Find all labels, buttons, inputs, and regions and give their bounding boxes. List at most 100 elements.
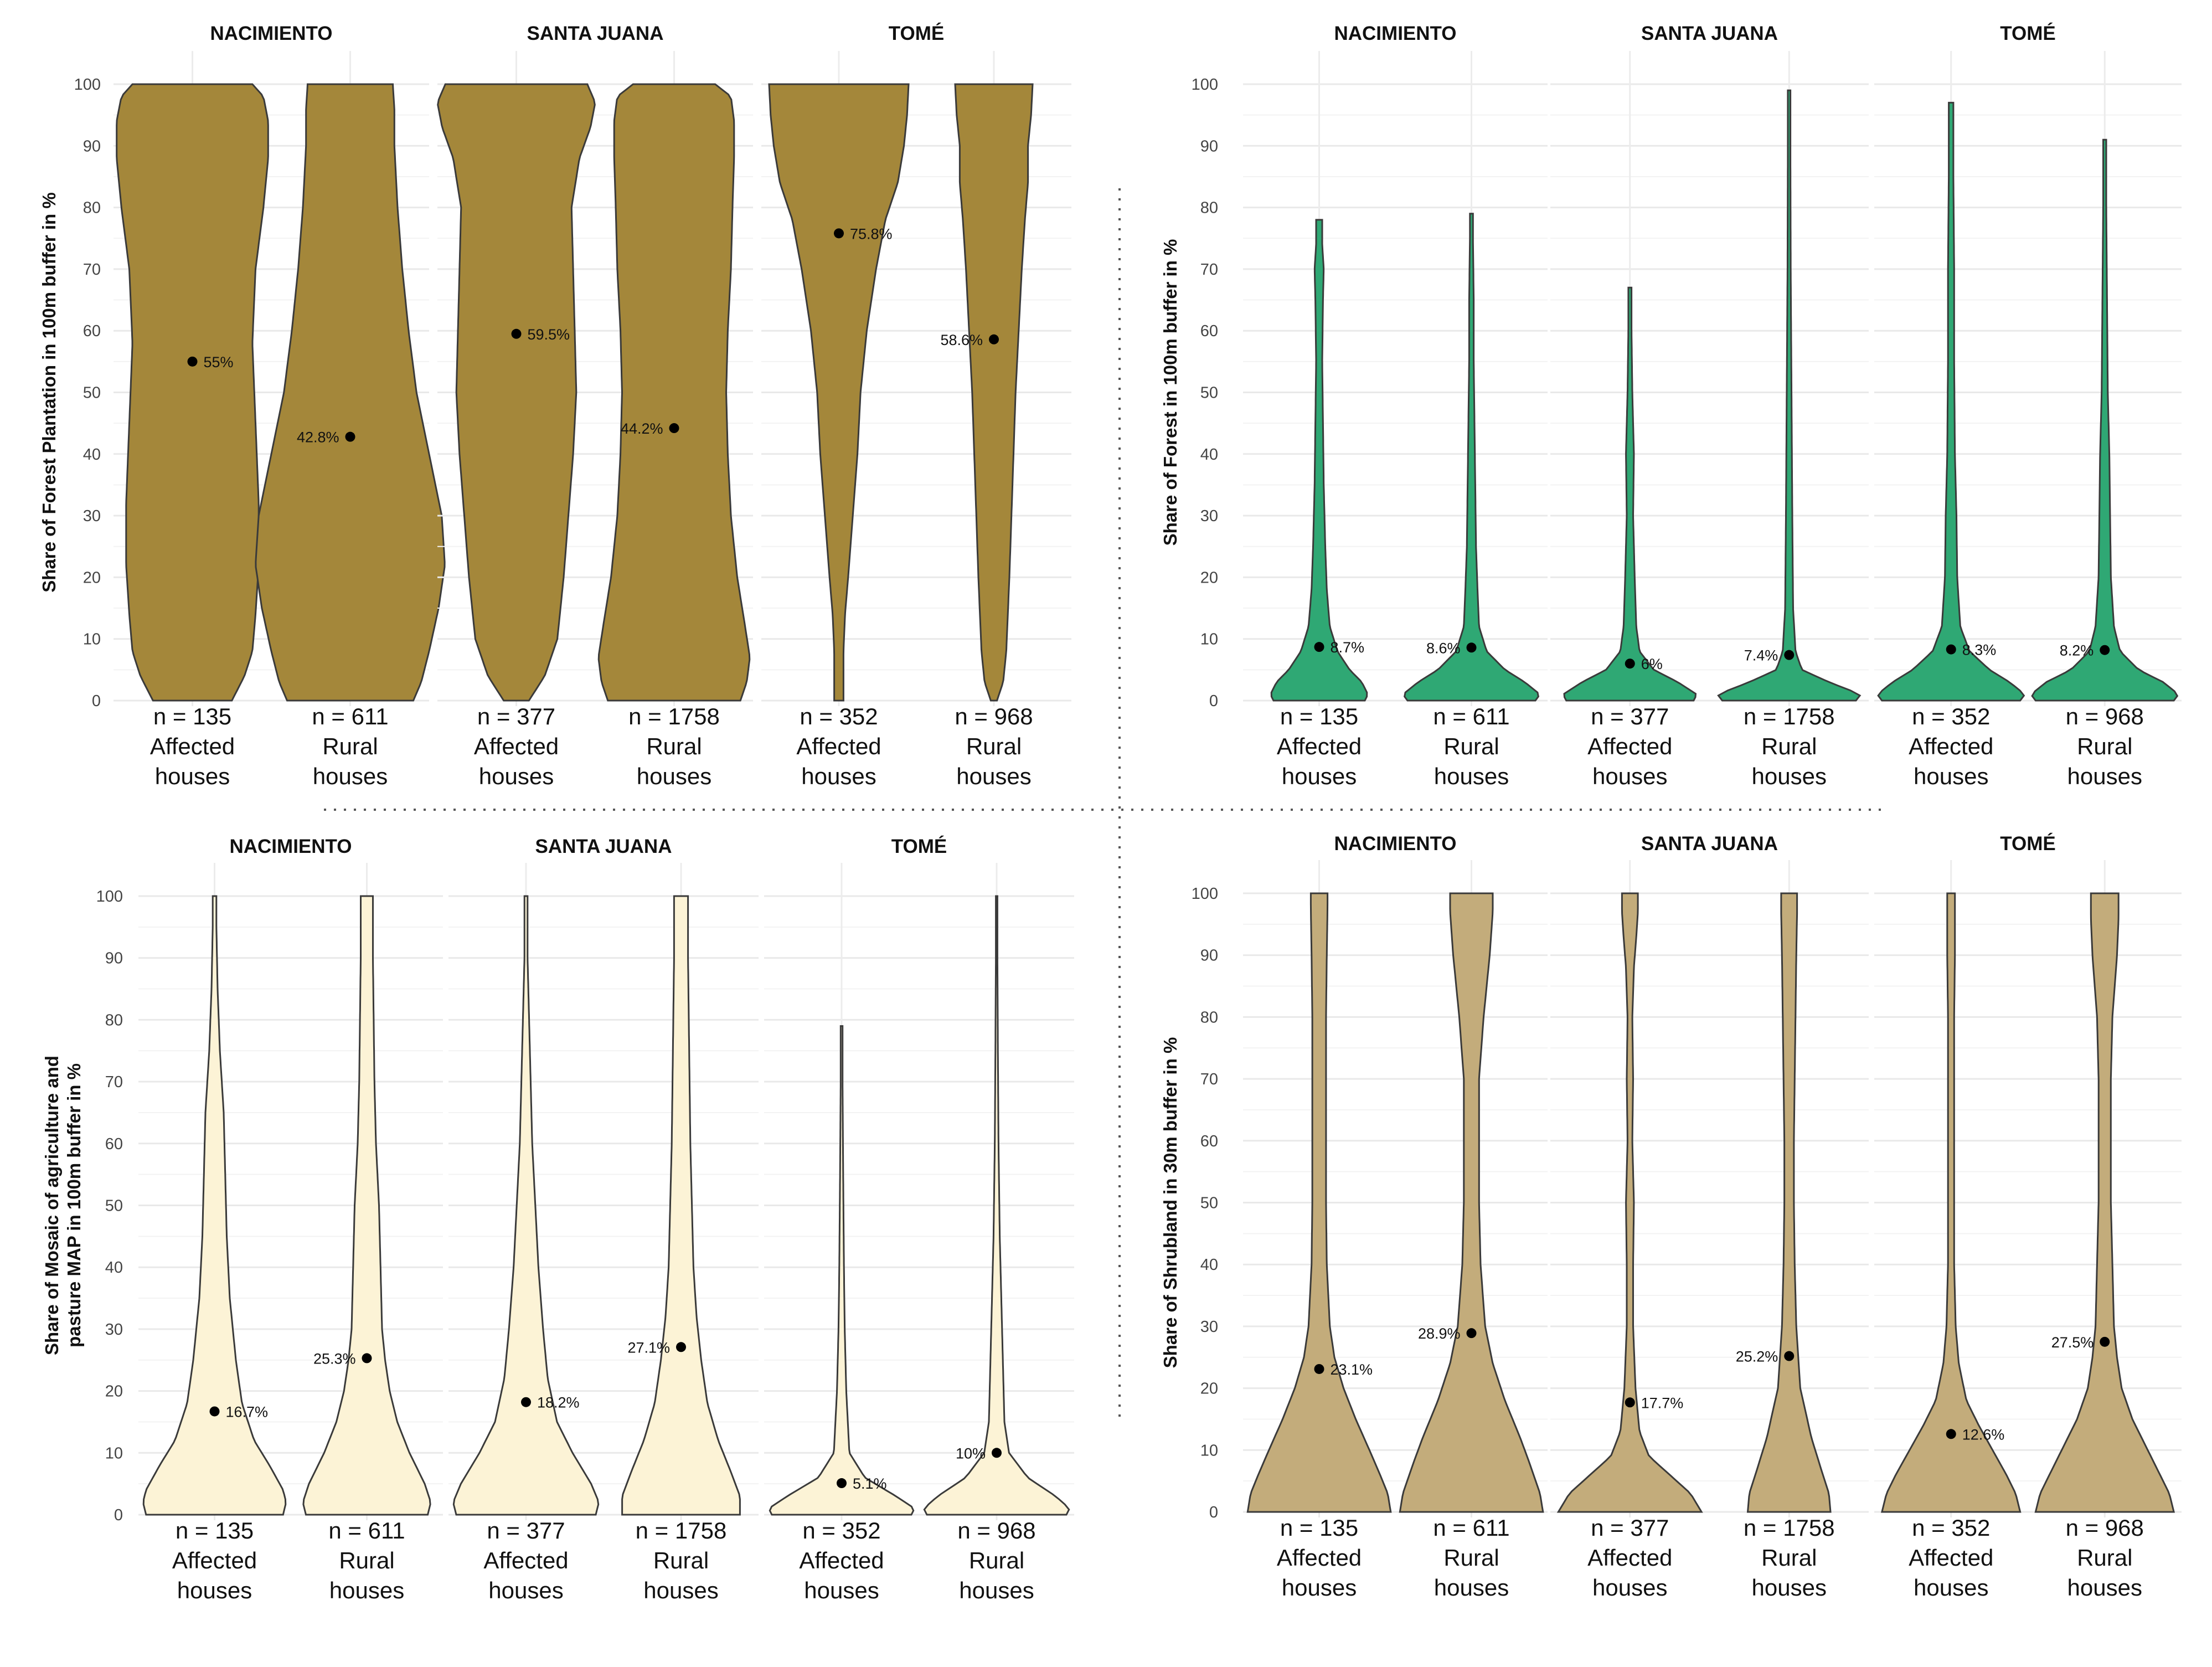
- y-tick-label: 40: [1200, 1256, 1218, 1274]
- facet-3: TOMÉ 5.1% n = 352 Affected houses 10% n = 968 R…: [764, 835, 1074, 1603]
- violin-affected: [437, 83, 596, 702]
- y-axis-label-line2: pasture MAP in 100m buffer in %: [64, 1063, 84, 1347]
- y-tick-label: 70: [105, 1073, 123, 1091]
- mean-label: 44.2%: [621, 420, 663, 437]
- mean-point: [362, 1353, 372, 1364]
- group-label-line1: Affected: [150, 733, 235, 759]
- group-label-line2: houses: [959, 1577, 1034, 1603]
- y-tick-label: 10: [1200, 1442, 1218, 1459]
- y-axis-label-line1: Share of Mosaic of agriculture and: [42, 1056, 62, 1355]
- y-tick-label: 50: [1200, 1195, 1218, 1212]
- mean-label: 16.7%: [226, 1403, 269, 1420]
- violin-affected: [769, 1025, 915, 1516]
- violin-rural: [1399, 892, 1544, 1513]
- mean-label: 23.1%: [1331, 1361, 1373, 1378]
- y-tick-label: 60: [105, 1135, 123, 1153]
- y-tick-label: 80: [1200, 1009, 1218, 1026]
- facet-3: TOMÉ 8.3% n = 352 Affected houses 8.2% n = 968…: [1874, 22, 2182, 789]
- group-label-line1: Affected: [1277, 1545, 1362, 1571]
- sample-size-label: n = 135: [176, 1517, 254, 1543]
- group-label-line2: houses: [1282, 763, 1357, 789]
- mean-point: [669, 423, 679, 434]
- group-label-line1: Rural: [653, 1547, 709, 1573]
- mean-label: 8.2%: [2060, 642, 2094, 659]
- group-label-line2: houses: [643, 1577, 718, 1603]
- mean-point: [1625, 1397, 1635, 1408]
- facet-1: NACIMIENTO 8.7% n = 135 Affected houses 8.6% n…: [1243, 23, 1548, 789]
- sample-size-label: n = 377: [1591, 703, 1669, 729]
- group-label-line2: houses: [177, 1577, 252, 1603]
- mean-point: [1784, 1351, 1795, 1361]
- mean-label: 55%: [204, 354, 234, 371]
- mean-point: [1784, 650, 1795, 660]
- mean-point: [834, 228, 844, 239]
- chart-panel-4: NACIMIENTO 23.1% n = 135 Affected houses 28.9…: [1160, 832, 2182, 1601]
- mean-label: 5.1%: [853, 1475, 887, 1492]
- y-tick-label: 90: [1200, 137, 1218, 155]
- y-tick-label: 0: [92, 692, 101, 710]
- y-axis-label: Share of Forest in 100m buffer in %: [1160, 239, 1180, 546]
- y-tick-label: 70: [83, 261, 101, 279]
- y-tick-label: 10: [83, 631, 101, 649]
- y-tick-label: 100: [1192, 885, 1218, 903]
- y-tick-label: 80: [105, 1011, 123, 1029]
- mean-label: 6%: [1641, 656, 1663, 672]
- violin-affected: [1270, 219, 1368, 702]
- violin-rural: [923, 895, 1070, 1516]
- y-tick-label: 100: [1192, 76, 1218, 94]
- group-label-line1: Affected: [796, 733, 881, 759]
- mean-point: [1946, 1429, 1956, 1439]
- sample-size-label: n = 1758: [1744, 703, 1835, 729]
- facet-title: TOMÉ: [891, 835, 947, 857]
- facet-2: SANTA JUANA 59.5% n = 377 Affected houses 44.…: [437, 23, 753, 789]
- violin-rural: [954, 83, 1034, 702]
- sample-size-label: n = 968: [2066, 1515, 2144, 1541]
- group-label-line2: houses: [2067, 1575, 2142, 1601]
- violin-rural: [1717, 89, 1862, 702]
- facet-title: NACIMIENTO: [210, 23, 332, 44]
- sample-size-label: n = 135: [153, 703, 231, 729]
- mean-label: 25.3%: [313, 1350, 356, 1367]
- sample-size-label: n = 352: [802, 1517, 880, 1543]
- group-label-line1: Rural: [2077, 733, 2132, 759]
- mean-point: [209, 1406, 220, 1417]
- group-label-line2: houses: [2067, 763, 2142, 789]
- group-label-line1: Rural: [1761, 1545, 1817, 1571]
- facet-title: NACIMIENTO: [1334, 23, 1456, 44]
- group-label-line2: houses: [1592, 1575, 1667, 1601]
- violin-affected: [116, 83, 269, 702]
- violin-rural: [621, 895, 741, 1516]
- y-tick-label: 20: [83, 569, 101, 586]
- y-axis-label: Share of Forest Plantation in 100m buffe…: [39, 192, 59, 592]
- y-tick-label: 10: [1200, 631, 1218, 649]
- violin-rural: [2034, 892, 2175, 1513]
- group-label-line2: houses: [155, 763, 230, 789]
- violin-rural: [2031, 138, 2179, 702]
- facet-title: TOMÉ: [2000, 832, 2055, 855]
- chart-panel-1: NACIMIENTO 55% n = 135 Affected houses 42.8% n…: [39, 22, 1071, 789]
- group-label-line2: houses: [1434, 763, 1509, 789]
- group-label-line1: Affected: [483, 1547, 568, 1573]
- group-label-line2: houses: [1752, 1575, 1827, 1601]
- y-tick-label: 70: [1200, 261, 1218, 279]
- chart-panel-2: NACIMIENTO 8.7% n = 135 Affected houses 8.6% n…: [1160, 22, 2182, 789]
- chart-panel-3: NACIMIENTO 16.7% n = 135 Affected houses 25.3…: [42, 835, 1074, 1603]
- sample-size-label: n = 135: [1280, 703, 1358, 729]
- y-tick-label: 80: [83, 199, 101, 217]
- y-tick-label: 100: [74, 76, 101, 94]
- mean-label: 8.6%: [1426, 640, 1461, 656]
- y-tick-label: 90: [83, 137, 101, 155]
- sample-size-label: n = 1758: [628, 703, 720, 729]
- violin-affected: [1556, 892, 1703, 1513]
- sample-size-label: n = 611: [328, 1517, 405, 1543]
- y-tick-label: 0: [1209, 1504, 1218, 1521]
- y-tick-label: 50: [1200, 384, 1218, 402]
- group-label-line2: houses: [479, 763, 554, 789]
- violin-rural: [1746, 892, 1832, 1513]
- group-label-line1: Affected: [799, 1547, 884, 1573]
- violin-affected: [1880, 892, 2022, 1513]
- y-tick-label: 0: [114, 1506, 123, 1524]
- group-label-line1: Rural: [966, 733, 1022, 759]
